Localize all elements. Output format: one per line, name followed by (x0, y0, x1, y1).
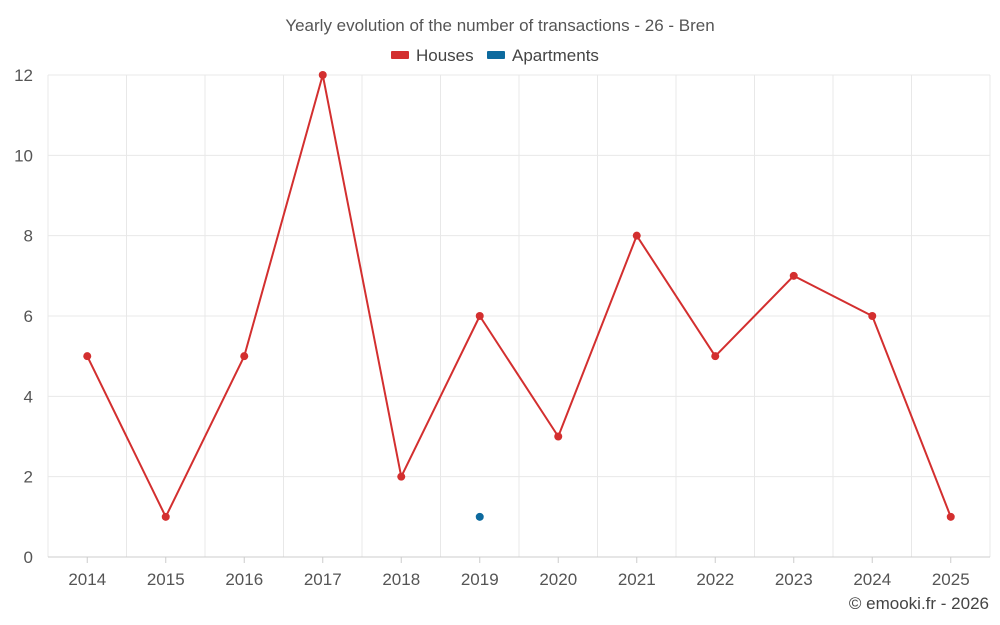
legend-label-apartments: Apartments (512, 46, 599, 65)
data-point-houses-2018[interactable] (397, 472, 406, 481)
y-tick-label-8: 8 (24, 227, 33, 246)
x-tick-label-2019: 2019 (461, 570, 499, 589)
credit-text: © emooki.fr - 2026 (849, 594, 989, 613)
data-point-houses-2024[interactable] (868, 312, 877, 320)
x-tick-label-2025: 2025 (932, 570, 970, 589)
data-point-houses-2021[interactable] (632, 231, 641, 240)
x-tick-label-2015: 2015 (147, 570, 185, 589)
x-tick-label-2017: 2017 (304, 570, 342, 589)
legend-swatch-apartments (487, 51, 505, 59)
x-tick-label-2014: 2014 (68, 570, 106, 589)
y-tick-label-0: 0 (24, 548, 33, 567)
x-tick-label-2024: 2024 (853, 570, 891, 589)
series (83, 71, 955, 521)
legend: Houses Apartments (391, 46, 599, 65)
data-point-houses-2015[interactable] (161, 512, 170, 521)
y-tick-label-6: 6 (24, 307, 33, 326)
legend-swatch-houses (391, 51, 409, 59)
data-point-houses-2022[interactable] (711, 352, 720, 361)
x-tick-label-2018: 2018 (382, 570, 420, 589)
series-line-houses (86, 74, 952, 518)
data-point-houses-2023[interactable] (789, 271, 798, 280)
legend-item-houses[interactable]: Houses (391, 46, 474, 65)
y-tick-label-4: 4 (24, 387, 33, 406)
y-tick-label-2: 2 (24, 468, 33, 487)
data-point-apartments-2019[interactable] (475, 512, 484, 521)
y-tick-label-10: 10 (14, 146, 33, 165)
x-tick-label-2021: 2021 (618, 570, 656, 589)
grid (47, 74, 991, 557)
data-point-houses-2017[interactable] (318, 71, 327, 79)
data-point-houses-2025[interactable] (946, 512, 955, 521)
chart-title: Yearly evolution of the number of transa… (285, 16, 714, 35)
axes: 0 2 4 6 8 10 12 2014 2015 2016 2017 2018 2019 2020 202… (14, 66, 990, 589)
y-tick-label-12: 12 (14, 66, 33, 85)
legend-item-apartments[interactable]: Apartments (487, 46, 599, 65)
x-tick-label-2020: 2020 (539, 570, 577, 589)
data-point-houses-2019[interactable] (475, 312, 484, 320)
data-point-houses-2014[interactable] (83, 352, 92, 361)
data-point-houses-2016[interactable] (240, 352, 249, 361)
data-point-houses-2020[interactable] (554, 432, 563, 441)
x-tick-label-2022: 2022 (696, 570, 734, 589)
legend-label-houses: Houses (416, 46, 474, 65)
x-tick-label-2023: 2023 (775, 570, 813, 589)
x-tick-label-2016: 2016 (225, 570, 263, 589)
